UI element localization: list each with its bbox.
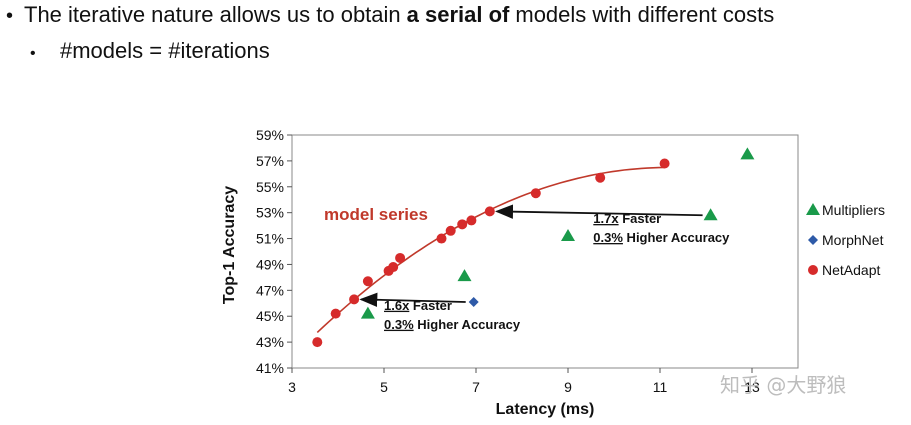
watermark: 知乎 @大野狼 [720, 373, 846, 397]
netadapt-point [436, 233, 447, 244]
multipliers-point [457, 269, 472, 282]
multipliers-point [740, 147, 755, 160]
netadapt-point [362, 276, 373, 287]
annotation-speed-text: 1.7x Faster [593, 211, 661, 226]
netadapt-point [445, 225, 456, 236]
y-tick-label: 45% [256, 308, 284, 324]
netadapt-point [388, 262, 399, 273]
legend: Multipliers MorphNet NetAdapt [806, 202, 885, 278]
netadapt-point [484, 206, 495, 217]
bullet-1-prefix: The iterative nature allows us to obtain [24, 2, 401, 27]
multipliers-point [561, 228, 575, 241]
annotation-speed-suffix: Faster [619, 211, 662, 226]
morphnet-point [468, 296, 479, 307]
annotation-accuracy-suffix: Higher Accuracy [414, 317, 521, 332]
bullet-dot: • [6, 5, 14, 27]
bullet-2-text: #models = #iterations [60, 38, 270, 63]
legend-morphnet-label: MorphNet [822, 232, 884, 248]
annotation-accuracy-text: 0.3% Higher Accuracy [593, 230, 730, 245]
legend-netadapt-marker [808, 265, 818, 275]
legend-netadapt-label: NetAdapt [822, 262, 880, 278]
annotation-accuracy-value: 0.3% [593, 230, 623, 245]
netadapt-point [349, 294, 360, 305]
annotation-speed-value: 1.7x [593, 211, 619, 226]
netadapt-point [330, 308, 341, 319]
netadapt-point [312, 337, 323, 348]
x-tick-label: 7 [472, 379, 480, 395]
x-tick-label: 3 [288, 379, 296, 395]
x-tick-label: 9 [564, 379, 572, 395]
x-tick-label: 13 [744, 379, 760, 395]
bullet-1: • The iterative nature allows us to obta… [6, 2, 774, 28]
model-series-label: model series [324, 205, 428, 224]
y-tick-label: 43% [256, 334, 284, 350]
annotation-accuracy-value: 0.3% [384, 317, 414, 332]
annotation-speed-suffix: Faster [409, 298, 452, 313]
y-tick-label: 49% [256, 256, 284, 272]
y-tick-label: 59% [256, 127, 284, 143]
netadapt-point [659, 158, 670, 169]
bullet-2: • #models = #iterations [30, 38, 270, 64]
netadapt-point [595, 172, 606, 183]
plot-frame [291, 134, 799, 369]
sub-bullet-dot: • [30, 45, 36, 62]
netadapt-point [530, 188, 541, 199]
x-tick-label: 11 [653, 379, 668, 395]
x-tick-label: 5 [380, 379, 388, 395]
multipliers-point [360, 306, 375, 319]
multipliers-point [703, 208, 718, 221]
y-tick-label: 47% [256, 282, 284, 298]
netadapt-point [457, 219, 468, 230]
annotation-arrow [359, 292, 466, 307]
y-tick-label: 57% [256, 153, 284, 169]
x-axis-label: Latency (ms) [496, 401, 595, 418]
y-tick-label: 41% [256, 360, 284, 376]
y-tick-label: 55% [256, 179, 284, 195]
y-tick-label: 51% [256, 231, 284, 247]
annotation-accuracy-text: 0.3% Higher Accuracy [384, 317, 521, 332]
y-axis-label: Top-1 Accuracy [221, 186, 238, 304]
legend-multipliers-marker [806, 203, 820, 215]
bullet-1-bold: a serial of [406, 2, 510, 27]
legend-multipliers-label: Multipliers [822, 202, 885, 218]
legend-morphnet-marker [808, 235, 818, 245]
annotation-speed-text: 1.6x Faster [384, 298, 452, 313]
fit-curve [316, 166, 665, 333]
netadapt-point [466, 215, 477, 226]
netadapt-point [395, 252, 406, 263]
annotation-arrow [495, 204, 703, 219]
annotation-accuracy-suffix: Higher Accuracy [623, 230, 730, 245]
y-tick-label: 53% [256, 205, 284, 221]
plot-area: 41% 43% 45% 47% 49% 51% 53% 55% 57% 59% 3 5 7 9 11 13 1.… [256, 127, 885, 395]
bullet-1-suffix: models with different costs [515, 2, 775, 27]
annotation-speed-value: 1.6x [384, 298, 410, 313]
